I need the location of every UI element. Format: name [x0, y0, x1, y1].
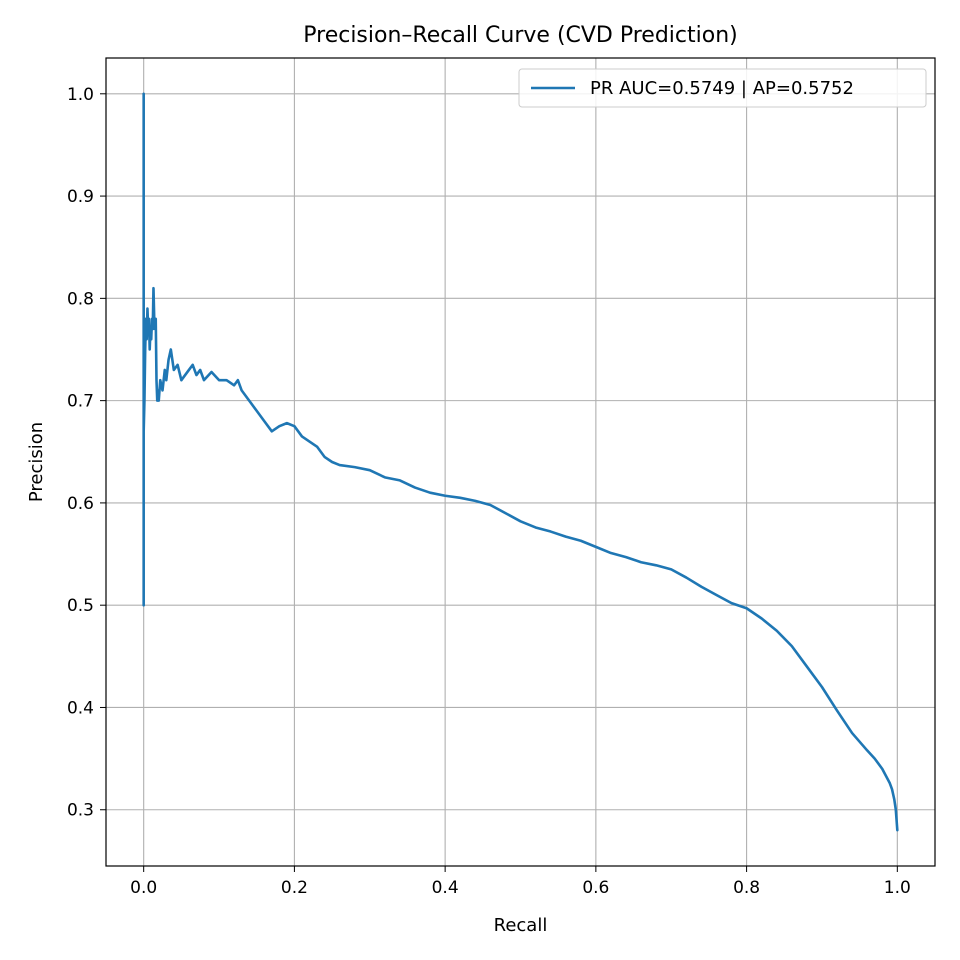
x-tick-label: 0.8	[733, 878, 760, 898]
y-tick-label: 0.7	[67, 392, 94, 412]
x-tick-label: 0.6	[582, 878, 609, 898]
y-tick-label: 1.0	[67, 85, 94, 105]
y-tick-label: 0.5	[67, 596, 94, 616]
chart-title: Precision–Recall Curve (CVD Prediction)	[303, 23, 738, 48]
y-axis-label: Precision	[26, 422, 47, 502]
legend: PR AUC=0.5749 | AP=0.5752	[518, 68, 927, 108]
legend-entry-label: PR AUC=0.5749 | AP=0.5752	[590, 78, 854, 99]
x-axis-label: Recall	[494, 915, 548, 936]
y-tick-label: 0.6	[67, 494, 94, 514]
legend-box	[518, 68, 927, 108]
y-tick-label: 0.4	[67, 698, 94, 718]
plot-frame	[105, 57, 936, 867]
x-tick-label: 0.4	[432, 878, 459, 898]
ticks: 0.0 0.2 0.4 0.6 0.8 1.0 0.3 0.4 0.5 0.6 0.7 0.8 0.9 1…	[67, 85, 911, 898]
x-tick-label: 1.0	[884, 878, 911, 898]
y-tick-label: 0.9	[67, 187, 94, 207]
x-tick-label: 0.2	[281, 878, 308, 898]
x-tick-label: 0.0	[130, 878, 157, 898]
y-tick-label: 0.8	[67, 289, 94, 309]
curve-layer	[142, 92, 899, 832]
pr-curve-line	[142, 92, 899, 832]
y-tick-label: 0.3	[67, 801, 94, 821]
